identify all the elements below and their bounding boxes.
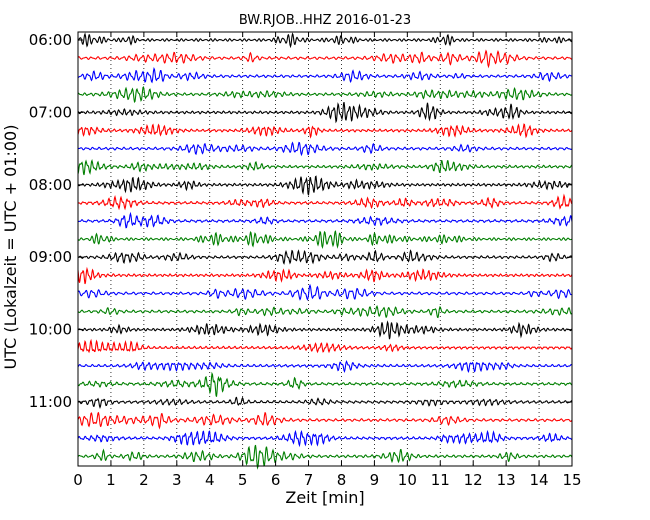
x-tick-label: 12 bbox=[464, 471, 483, 489]
seismic-trace bbox=[77, 101, 573, 124]
seismic-trace bbox=[78, 66, 573, 84]
y-axis-label: UTC (Lokalzeit = UTC + 01:00) bbox=[1, 125, 20, 370]
x-tick-label: 5 bbox=[238, 471, 248, 489]
plot-frame bbox=[77, 31, 573, 467]
y-tick-label: 08:00 bbox=[29, 176, 72, 194]
y-tick-label: 09:00 bbox=[29, 248, 72, 266]
seismic-trace bbox=[77, 141, 573, 157]
x-tick-label: 3 bbox=[172, 471, 182, 489]
y-tick-label: 06:00 bbox=[29, 31, 72, 49]
seismic-trace bbox=[77, 175, 573, 196]
seismic-traces bbox=[77, 32, 573, 470]
seismic-trace bbox=[77, 230, 573, 250]
x-tick-label: 11 bbox=[431, 471, 450, 489]
seismic-trace bbox=[77, 123, 573, 139]
seismic-trace bbox=[77, 86, 573, 104]
seismic-trace bbox=[77, 249, 573, 265]
y-tick-label: 10:00 bbox=[29, 321, 72, 339]
seismic-trace bbox=[77, 32, 573, 49]
x-tick-label: 7 bbox=[304, 471, 314, 489]
x-tick-label: 1 bbox=[106, 471, 116, 489]
seismic-trace bbox=[77, 360, 573, 373]
x-tick-label: 10 bbox=[398, 471, 417, 489]
seismic-trace bbox=[77, 320, 573, 340]
x-tick-label: 9 bbox=[370, 471, 380, 489]
seismic-trace bbox=[77, 266, 573, 285]
x-tick-label: 0 bbox=[73, 471, 83, 489]
seismic-trace bbox=[77, 429, 573, 448]
axis-ticks bbox=[77, 32, 573, 466]
seismic-trace bbox=[77, 158, 573, 176]
y-tick-label: 11:00 bbox=[29, 393, 72, 411]
chart-title: BW.RJOB..HHZ 2016-01-23 bbox=[239, 13, 411, 28]
x-tick-labels: 0 1 2 3 4 5 6 7 8 9 10 11 12 13 14 15 bbox=[73, 471, 581, 489]
seismic-trace bbox=[77, 283, 573, 301]
seismic-trace bbox=[77, 49, 573, 69]
x-tick-label: 15 bbox=[562, 471, 581, 489]
plot-area bbox=[78, 32, 572, 466]
x-tick-label: 8 bbox=[337, 471, 347, 489]
seismic-trace bbox=[77, 211, 573, 229]
x-axis-label: Zeit [min] bbox=[285, 488, 364, 507]
y-tick-label: 07:00 bbox=[29, 103, 72, 121]
x-tick-label: 4 bbox=[205, 471, 215, 489]
x-tick-label: 6 bbox=[271, 471, 281, 489]
x-tick-label: 13 bbox=[497, 471, 516, 489]
seismic-trace bbox=[77, 305, 573, 319]
seismic-trace bbox=[77, 193, 573, 211]
seismic-trace bbox=[77, 371, 573, 397]
seismic-trace bbox=[77, 444, 573, 470]
seismic-trace bbox=[77, 338, 573, 354]
x-tick-label: 14 bbox=[530, 471, 549, 489]
x-tick-label: 2 bbox=[139, 471, 149, 489]
y-tick-labels: 06:00 07:00 08:00 09:00 10:00 11:00 bbox=[29, 31, 72, 411]
seismic-trace bbox=[77, 396, 573, 410]
grid-lines bbox=[110, 32, 540, 466]
seismic-trace bbox=[77, 411, 573, 430]
